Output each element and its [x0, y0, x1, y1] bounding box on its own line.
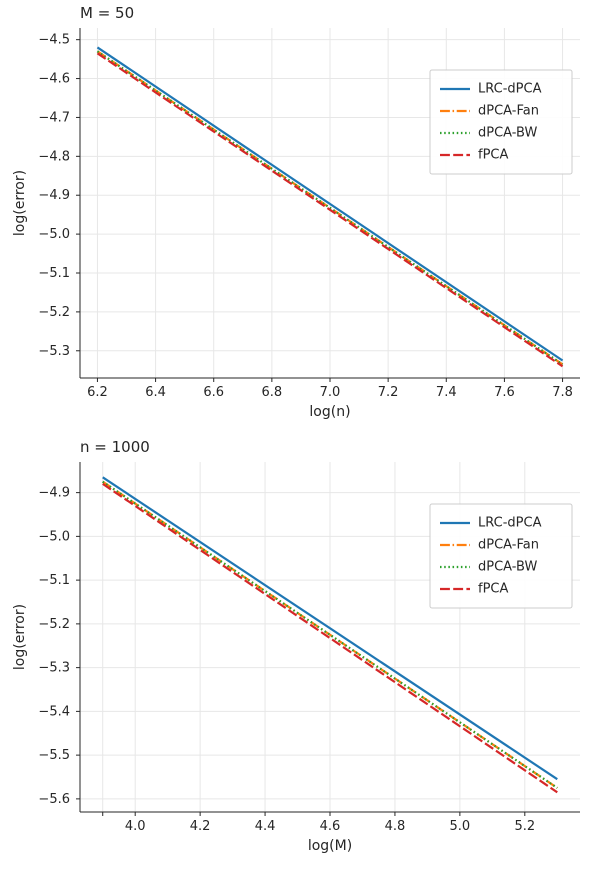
x-axis-label: log(n) — [309, 404, 350, 420]
y-tick-label: −5.1 — [38, 573, 70, 588]
x-tick-label: 4.2 — [190, 819, 211, 834]
y-tick-label: −5.6 — [38, 792, 70, 807]
x-tick-label: 7.0 — [320, 385, 341, 400]
y-tick-label: −5.5 — [38, 748, 70, 763]
x-tick-label: 4.0 — [125, 819, 146, 834]
y-tick-label: −5.3 — [38, 661, 70, 676]
y-tick-label: −4.7 — [38, 110, 70, 125]
y-tick-label: −5.0 — [38, 529, 70, 544]
x-tick-label: 5.0 — [450, 819, 471, 834]
y-tick-label: −4.9 — [38, 188, 70, 203]
x-tick-label: 7.4 — [436, 385, 457, 400]
x-tick-label: 6.2 — [87, 385, 108, 400]
legend-label-fpca: fPCA — [478, 148, 508, 163]
legend-label-lrc_dpca: LRC-dPCA — [478, 516, 542, 531]
y-tick-label: −5.2 — [38, 617, 70, 632]
y-tick-label: −4.6 — [38, 72, 70, 87]
x-tick-label: 4.4 — [255, 819, 276, 834]
y-tick-label: −5.4 — [38, 704, 70, 719]
y-tick-label: −5.2 — [38, 305, 70, 320]
legend-label-fpca: fPCA — [478, 582, 508, 597]
legend-label-dpca_bw: dPCA-BW — [478, 560, 537, 575]
y-ticks: −5.3 −5.2 −5.1 −5.0 −4.9 −4.8 −4.7 −4.6 −4.5 — [38, 33, 80, 359]
x-tick-label: 4.6 — [320, 819, 341, 834]
legend: LRC-dPCA dPCA-Fan dPCA-BW fPCA — [430, 70, 572, 174]
legend-label-dpca_bw: dPCA-BW — [478, 126, 537, 141]
x-tick-label: 7.2 — [378, 385, 399, 400]
chart: 6.26.46.66.87.07.27.47.67.8−5.3−5.2−5.1−… — [80, 28, 580, 378]
y-axis-label: log(error) — [12, 170, 28, 236]
chart-title: M = 50 — [80, 4, 134, 22]
y-tick-label: −4.5 — [38, 33, 70, 48]
y-tick-label: −5.3 — [38, 344, 70, 359]
x-tick-label: 7.6 — [494, 385, 515, 400]
y-tick-label: −4.8 — [38, 149, 70, 164]
x-tick-label: 4.8 — [385, 819, 406, 834]
x-tick-label: 6.4 — [145, 385, 166, 400]
legend-label-lrc_dpca: LRC-dPCA — [478, 82, 542, 97]
x-tick-label: 6.8 — [262, 385, 283, 400]
figure-root: 6.26.46.66.87.07.27.47.67.8−5.3−5.2−5.1−… — [0, 0, 606, 874]
y-tick-label: −4.9 — [38, 486, 70, 501]
x-tick-label: 6.6 — [203, 385, 224, 400]
y-tick-label: −5.1 — [38, 266, 70, 281]
x-ticks: 6.2 6.4 6.6 6.8 7.0 7.2 7.4 7.6 7.8 — [87, 378, 573, 400]
y-tick-label: −5.0 — [38, 227, 70, 242]
x-tick-label: 5.2 — [514, 819, 535, 834]
chart-title: n = 1000 — [80, 438, 150, 456]
x-ticks: 4.0 4.2 4.4 4.6 4.8 5.0 5.2 — [103, 812, 535, 834]
y-axis-label: log(error) — [12, 604, 28, 670]
x-axis-label: log(M) — [308, 838, 352, 854]
y-ticks: −5.6 −5.5 −5.4 −5.3 −5.2 −5.1 −5.0 −4.9 — [38, 486, 80, 807]
legend: LRC-dPCA dPCA-Fan dPCA-BW fPCA — [430, 504, 572, 608]
legend-label-dpca_fan: dPCA-Fan — [478, 104, 539, 119]
x-tick-label: 7.8 — [552, 385, 573, 400]
legend-label-dpca_fan: dPCA-Fan — [478, 538, 539, 553]
chart: 4.04.24.44.64.85.05.2−5.6−5.5−5.4−5.3−5.… — [80, 462, 580, 812]
